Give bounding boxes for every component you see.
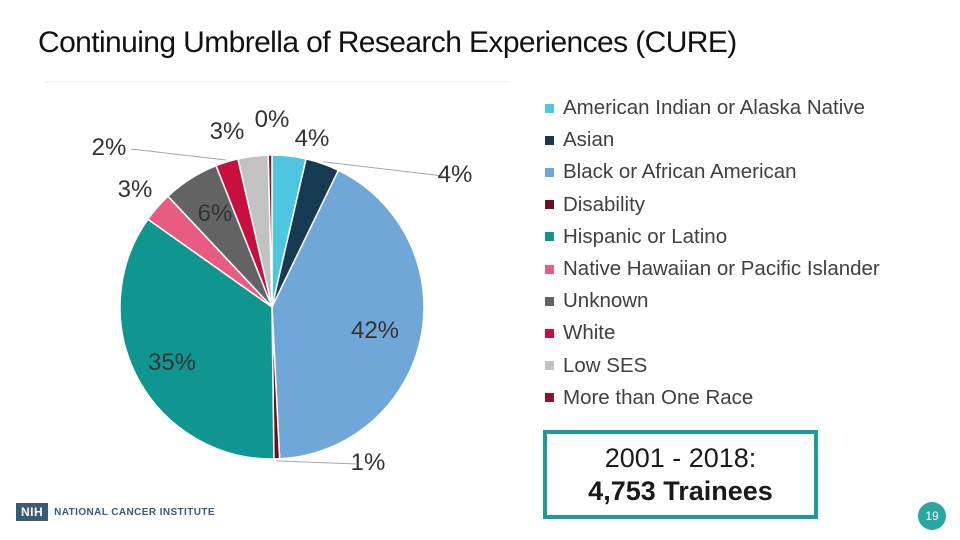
chart-legend: American Indian or Alaska Native Asian Bla…	[545, 92, 880, 414]
slice-label: 1%	[351, 449, 386, 476]
legend-label: Black or African American	[563, 160, 797, 184]
legend-item: Black or African American	[545, 156, 880, 188]
slice-label: 3%	[118, 176, 153, 203]
legend-swatch	[545, 264, 554, 274]
legend-label: Unknown	[563, 289, 649, 313]
legend-label: American Indian or Alaska Native	[563, 96, 865, 120]
legend-item: Hispanic or Latino	[545, 221, 880, 253]
legend-item: Unknown	[545, 285, 880, 317]
slice-label: 4%	[438, 161, 473, 188]
slice-label: 6%	[198, 200, 233, 227]
legend-swatch	[545, 103, 554, 113]
legend-swatch	[545, 200, 554, 210]
legend-item: Disability	[545, 189, 880, 221]
leader-line	[323, 161, 444, 177]
legend-swatch	[545, 328, 554, 338]
slice-label: 35%	[148, 349, 196, 376]
nih-logo-mark: NIH	[16, 503, 49, 521]
nci-logo-name: NATIONAL CANCER INSTITUTE	[54, 506, 215, 518]
legend-swatch	[545, 296, 554, 306]
legend-item: Native Hawaiian or Pacific Islander	[545, 253, 880, 285]
legend-swatch	[545, 393, 554, 403]
trainees-callout: 2001 - 2018: 4,753 Trainees	[543, 430, 818, 519]
pie-slice-more-than-one-race	[267, 154, 273, 308]
slide-title: Continuing Umbrella of Research Experien…	[38, 26, 737, 59]
slice-label: 42%	[351, 317, 399, 344]
legend-label: White	[563, 321, 616, 345]
legend-label: Low SES	[563, 353, 648, 377]
legend-swatch	[545, 167, 554, 177]
slice-label: 3%	[210, 118, 245, 145]
legend-label: Native Hawaiian or Pacific Islander	[563, 257, 880, 281]
callout-years: 2001 - 2018:	[604, 442, 757, 473]
nci-logo: NIH NATIONAL CANCER INSTITUTE	[16, 503, 215, 521]
slice-label: 2%	[92, 134, 127, 161]
legend-swatch	[545, 135, 554, 145]
legend-item: More than One Race	[545, 382, 880, 414]
slice-label: 0%	[255, 106, 290, 133]
legend-swatch	[545, 361, 554, 371]
legend-label: More than One Race	[563, 385, 754, 409]
legend-swatch	[545, 232, 554, 242]
legend-item: Low SES	[545, 350, 880, 382]
page-number-badge: 19	[918, 502, 946, 530]
legend-item: American Indian or Alaska Native	[545, 92, 880, 124]
legend-label: Asian	[563, 128, 615, 152]
legend-label: Disability	[563, 192, 646, 216]
callout-trainees: 4,753 Trainees	[588, 475, 773, 506]
leader-line	[130, 148, 227, 161]
legend-label: Hispanic or Latino	[563, 224, 728, 248]
leader-line	[276, 460, 357, 465]
slice-label: 4%	[295, 125, 330, 152]
legend-item: White	[545, 317, 880, 349]
pie-slice-black-or-african-american	[271, 169, 425, 460]
pie-slice-hispanic-or-latino	[119, 218, 275, 460]
legend-item: Asian	[545, 124, 880, 156]
